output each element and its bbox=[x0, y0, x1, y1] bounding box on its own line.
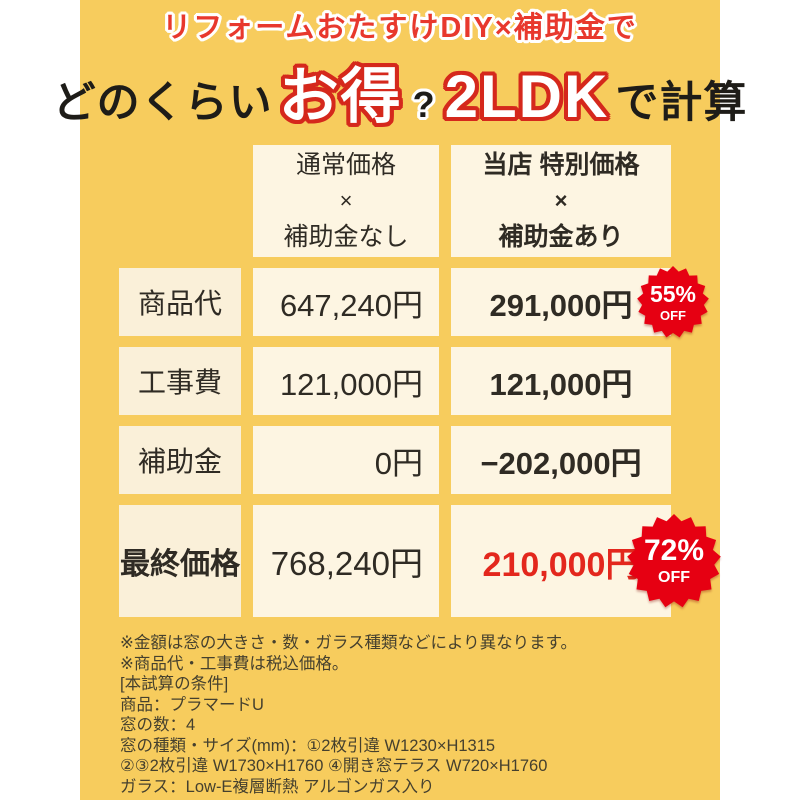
row-label-construction-cost: 工事費 bbox=[119, 347, 241, 415]
header-line: 補助金なし bbox=[283, 222, 409, 251]
starburst-icon bbox=[627, 514, 721, 608]
header-line: 補助金あり bbox=[498, 222, 624, 251]
title-question-mark: ? bbox=[412, 84, 435, 126]
note-line: [本試算の条件] bbox=[120, 675, 229, 694]
main-title: どのくらい お得 ? 2LDK で計算 bbox=[53, 48, 747, 135]
badge-percent: 72% bbox=[643, 534, 705, 567]
special-price-product-cost: 291,000円 55% OFF bbox=[451, 266, 709, 338]
badge-text: 55% OFF bbox=[637, 266, 709, 338]
note-line: 商品：プラマードU bbox=[120, 695, 264, 714]
row-label-subsidy: 補助金 bbox=[119, 426, 241, 494]
title-part-2ldk: 2LDK bbox=[444, 63, 610, 131]
price-value: −202,000円 bbox=[480, 445, 642, 481]
note-line: ②③2枚引違 W1730×H1760 ④開き窓テラス W720×H1760 bbox=[120, 757, 548, 776]
price-value: 121,000円 bbox=[489, 366, 633, 402]
price-value: 210,000円 bbox=[482, 545, 640, 584]
normal-price-subsidy: 0円 bbox=[253, 426, 439, 494]
title-block: リフォームおたすけDIY×補助金で どのくらい お得 ? 2LDK で計算 bbox=[53, 10, 747, 135]
title-part-otoku: お得 bbox=[278, 63, 403, 131]
normal-price-final: 768,240円 bbox=[253, 505, 439, 617]
table-corner-spacer bbox=[119, 145, 241, 257]
note-line: 窓の種類・サイズ(mm)：①2枚引違 W1230×H1315 bbox=[120, 736, 496, 755]
column-header-special-price: 当店 特別価格 × 補助金あり bbox=[451, 145, 671, 257]
yellow-background-panel: リフォームおたすけDIY×補助金で どのくらい お得 ? 2LDK で計算 通常… bbox=[53, 0, 747, 800]
multiply-sign: × bbox=[339, 188, 353, 214]
note-line: ※金額は窓の大きさ・数・ガラス種類などにより異なります。 bbox=[120, 634, 578, 652]
special-price-final: 210,000円 72% OFF bbox=[451, 505, 721, 617]
price-comparison-table: 通常価格 × 補助金なし 当店 特別価格 × 補助金あり 商品代 647,240… bbox=[119, 145, 721, 617]
normal-price-product-cost: 647,240円 bbox=[253, 268, 439, 336]
note-line: ガラス：Low-E複層断熱 アルゴンガス入り bbox=[120, 777, 435, 796]
header-line: 当店 特別価格 bbox=[482, 150, 640, 179]
price-value: 291,000円 bbox=[489, 287, 633, 323]
title-part-black: どのくらい bbox=[52, 79, 273, 128]
starburst-icon bbox=[637, 266, 709, 338]
normal-price-construction-cost: 121,000円 bbox=[253, 347, 439, 415]
special-price-subsidy: −202,000円 bbox=[451, 426, 671, 494]
note-line: ※商品代・工事費は税込価格。 bbox=[120, 654, 349, 673]
badge-off-label: OFF bbox=[660, 307, 686, 323]
discount-badge-55: 55% OFF bbox=[637, 266, 709, 338]
badge-percent: 55% bbox=[649, 280, 697, 307]
multiply-sign: × bbox=[554, 188, 568, 214]
title-part-keisan: で計算 bbox=[615, 79, 748, 128]
note-line: 窓の数：4 bbox=[120, 716, 196, 735]
special-price-construction-cost: 121,000円 bbox=[451, 347, 671, 415]
badge-off-label: OFF bbox=[658, 569, 690, 586]
header-line: 通常価格 bbox=[295, 150, 396, 179]
badge-text: 72% OFF bbox=[627, 514, 721, 608]
row-label-product-cost: 商品代 bbox=[119, 268, 241, 336]
footnotes: ※金額は窓の大きさ・数・ガラス種類などにより異なります。 ※商品代・工事費は税込… bbox=[120, 633, 700, 797]
row-label-final-price: 最終価格 bbox=[119, 505, 241, 617]
discount-badge-72: 72% OFF bbox=[627, 514, 721, 608]
tagline: リフォームおたすけDIY×補助金で bbox=[162, 12, 638, 44]
column-header-normal-price: 通常価格 × 補助金なし bbox=[253, 145, 439, 257]
